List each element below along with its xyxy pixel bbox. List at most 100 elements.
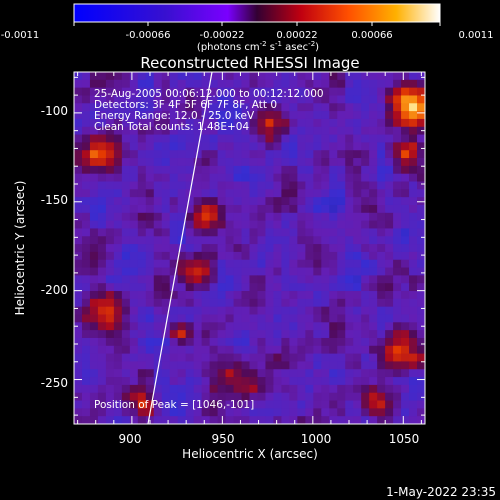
image-pixel: [233, 118, 242, 128]
image-pixel: [209, 416, 218, 424]
image-pixel: [145, 220, 155, 229]
image-pixel: [225, 126, 234, 135]
image-pixel: [153, 118, 163, 128]
image-pixel: [161, 165, 171, 175]
image-pixel: [265, 212, 274, 222]
image-pixel: [113, 400, 123, 409]
image-pixel: [81, 220, 91, 229]
image-pixel: [153, 337, 163, 347]
image-pixel: [289, 150, 298, 159]
image-pixel: [273, 212, 282, 222]
image-pixel: [401, 118, 410, 128]
image-pixel: [105, 314, 115, 323]
image-pixel: [74, 314, 83, 323]
image-pixel: [385, 95, 394, 104]
image-pixel: [417, 306, 425, 315]
image-pixel: [337, 204, 346, 214]
image-pixel: [361, 306, 370, 315]
image-pixel: [281, 267, 290, 276]
image-pixel: [129, 259, 139, 268]
image-pixel: [113, 236, 123, 245]
image-pixel: [313, 306, 322, 315]
image-pixel: [337, 95, 346, 104]
image-pixel: [177, 337, 187, 347]
image-pixel: [377, 197, 386, 206]
image-pixel: [369, 330, 378, 339]
image-pixel: [81, 353, 91, 362]
image-pixel: [74, 189, 83, 198]
image-pixel: [257, 79, 266, 89]
image-pixel: [209, 400, 218, 409]
image-pixel: [185, 369, 195, 378]
image-pixel: [217, 384, 226, 394]
image-pixel: [321, 392, 330, 401]
image-pixel: [313, 384, 322, 394]
colorbar-units: (photons cm-2 s-1 asec-2): [197, 40, 319, 53]
image-pixel: [89, 298, 99, 308]
image-pixel: [417, 267, 425, 276]
image-pixel: [129, 416, 139, 424]
image-pixel: [377, 345, 386, 354]
image-pixel: [145, 361, 155, 370]
image-pixel: [241, 322, 250, 331]
image-pixel: [417, 79, 425, 89]
image-pixel: [113, 244, 123, 253]
image-pixel: [377, 251, 386, 261]
image-pixel: [233, 384, 242, 394]
image-pixel: [297, 275, 306, 284]
image-pixel: [361, 244, 370, 253]
image-pixel: [385, 400, 394, 409]
image-pixel: [193, 416, 203, 424]
image-pixel: [241, 337, 250, 347]
image-pixel: [121, 275, 131, 284]
image-pixel: [345, 267, 354, 276]
image-pixel: [201, 72, 211, 81]
image-pixel: [209, 291, 218, 300]
image-pixel: [305, 204, 314, 214]
image-pixel: [393, 275, 402, 284]
image-pixel: [257, 236, 266, 245]
image-pixel: [417, 337, 425, 347]
image-pixel: [329, 158, 338, 167]
image-pixel: [353, 87, 362, 96]
image-pixel: [377, 126, 386, 135]
image-pixel: [321, 377, 330, 386]
image-pixel: [145, 236, 155, 245]
image-pixel: [401, 306, 410, 315]
image-pixel: [113, 345, 123, 354]
image-pixel: [121, 400, 131, 409]
image-pixel: [74, 322, 83, 331]
image-pixel: [145, 72, 155, 81]
image-pixel: [321, 204, 330, 214]
image-pixel: [113, 392, 123, 401]
image-pixel: [161, 118, 171, 128]
image-pixel: [145, 275, 155, 284]
image-pixel: [81, 251, 91, 261]
image-pixel: [305, 330, 314, 339]
image-pixel: [265, 283, 274, 292]
image-pixel: [385, 204, 394, 214]
image-pixel: [345, 330, 354, 339]
image-pixel: [74, 369, 83, 378]
image-pixel: [297, 95, 306, 104]
image-pixel: [265, 79, 274, 89]
image-pixel: [297, 197, 306, 206]
image-pixel: [361, 236, 370, 245]
image-pixel: [345, 384, 354, 394]
image-pixel: [289, 165, 298, 175]
image-pixel: [89, 165, 99, 175]
image-pixel: [193, 126, 203, 135]
image-pixel: [385, 275, 394, 284]
image-pixel: [281, 103, 290, 112]
image-pixel: [161, 416, 171, 424]
image-pixel: [385, 314, 394, 323]
image-pixel: [209, 384, 218, 394]
image-pixel: [257, 181, 266, 190]
image-pixel: [257, 142, 266, 151]
image-pixel: [257, 228, 266, 237]
image-pixel: [393, 87, 402, 96]
image-pixel: [329, 322, 338, 331]
image-pixel: [177, 283, 187, 292]
image-pixel: [305, 369, 314, 378]
image-pixel: [105, 416, 115, 424]
